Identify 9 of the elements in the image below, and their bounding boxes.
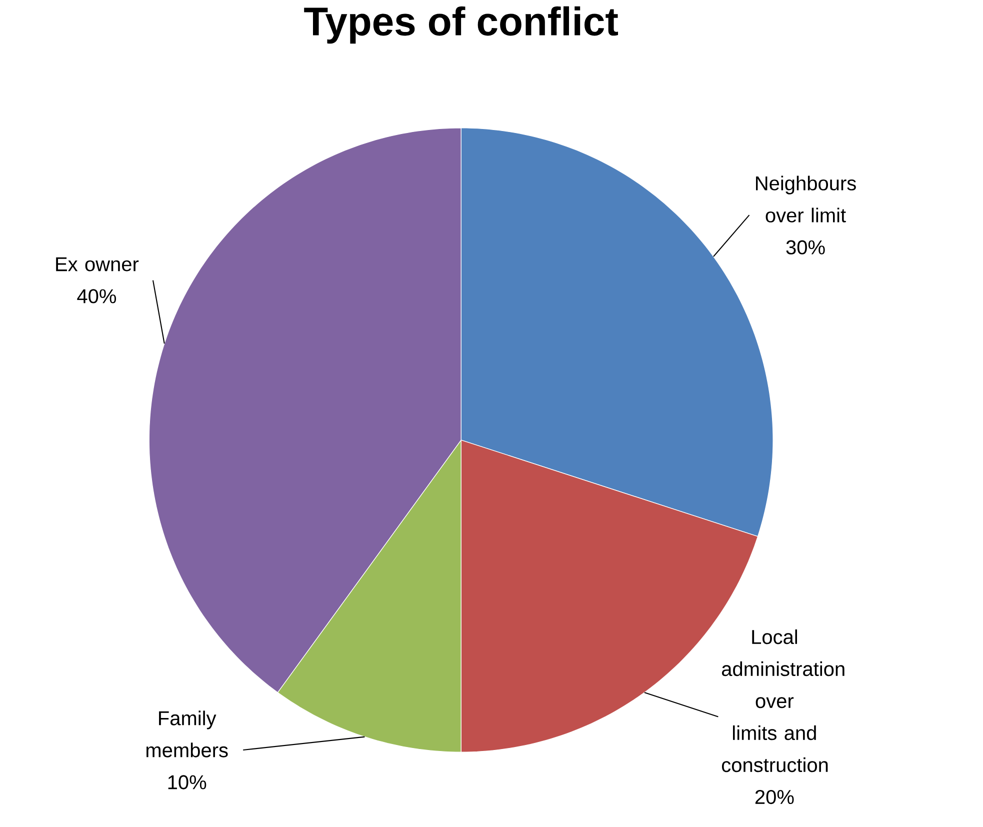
chart-title: Types of conflict — [304, 6, 618, 44]
data-label: 40% — [77, 289, 116, 304]
data-label: 30% — [786, 240, 825, 254]
slice-label: Neighbours over limit — [756, 176, 856, 222]
slice-label: Local administration over limits and construction — [722, 629, 844, 772]
slice-label: Family members — [146, 710, 228, 758]
data-label: 20% — [755, 790, 794, 804]
slice-label: Ex owner — [56, 257, 139, 272]
data-label: 10% — [168, 775, 206, 790]
